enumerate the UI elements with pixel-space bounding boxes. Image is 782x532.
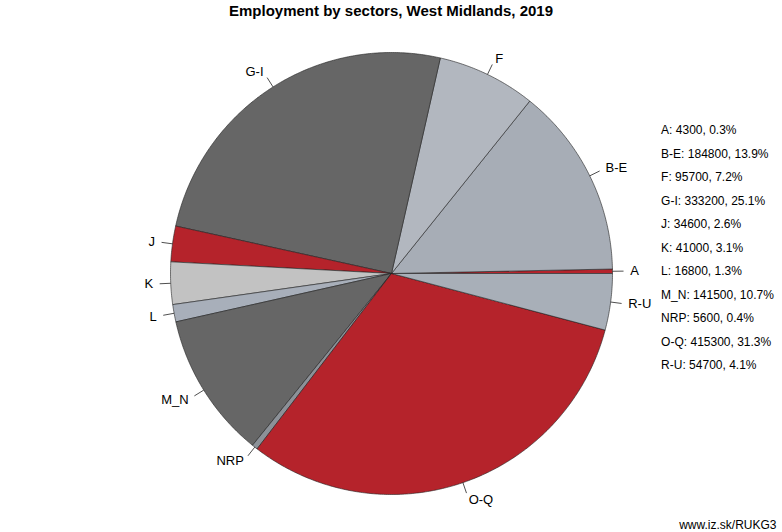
svg-text:O-Q: 415300, 31.3%: O-Q: 415300, 31.3% [661,335,771,349]
svg-text:F: F [495,51,503,66]
svg-text:J: J [148,234,155,249]
svg-text:L: 16800, 1.3%: L: 16800, 1.3% [661,264,742,278]
svg-text:www.iz.sk/RUKG3: www.iz.sk/RUKG3 [678,518,777,532]
svg-text:M_N: 141500, 10.7%: M_N: 141500, 10.7% [661,288,774,302]
svg-text:K: K [144,276,153,291]
svg-text:NRP: NRP [216,453,243,468]
svg-text:R-U: 54700, 4.1%: R-U: 54700, 4.1% [661,358,757,372]
svg-text:J: 34600, 2.6%: J: 34600, 2.6% [661,217,741,231]
html-text:Employment by sectors, West Mi: Employment by sectors, West Midlands, 20… [229,2,553,19]
svg-text:K: 41000, 3.1%: K: 41000, 3.1% [661,241,743,255]
svg-text:R-U: R-U [628,296,651,311]
svg-text:O-Q: O-Q [469,492,494,507]
svg-text:A: A [630,263,639,278]
svg-text:A: 4300, 0.3%: A: 4300, 0.3% [661,123,737,137]
svg-text:G-I: 333200, 25.1%: G-I: 333200, 25.1% [661,194,765,208]
svg-text:B-E: B-E [606,160,628,175]
svg-text:NRP: 5600, 0.4%: NRP: 5600, 0.4% [661,311,754,325]
svg-text:M_N: M_N [161,392,188,407]
svg-text:B-E: 184800, 13.9%: B-E: 184800, 13.9% [661,147,769,161]
svg-text:L: L [149,309,156,324]
svg-text:F: 95700, 7.2%: F: 95700, 7.2% [661,170,743,184]
svg-text:G-I: G-I [245,64,263,79]
